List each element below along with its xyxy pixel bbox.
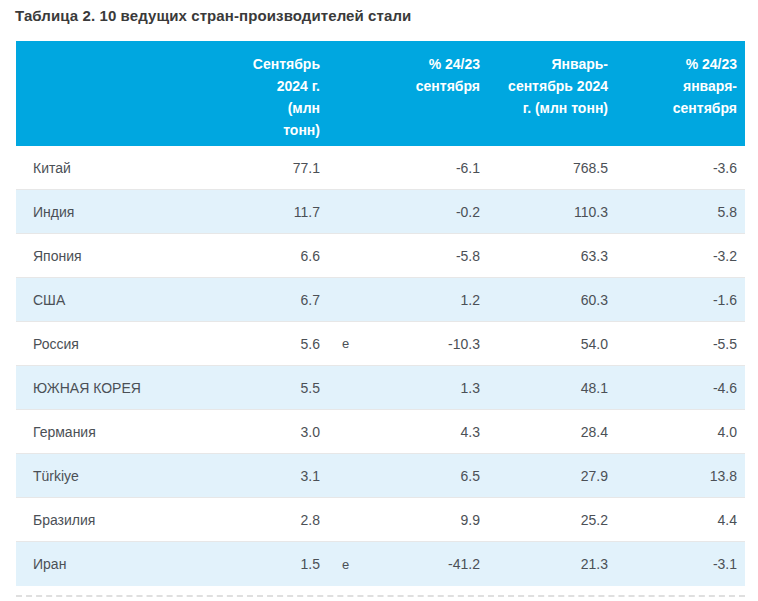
pct-jan-sept-value: 4.0 [616,424,745,440]
header-line: тонн) [250,119,320,141]
pct-sept-value: -5.8 [363,248,488,264]
country-cell: Япония [16,248,250,264]
pct-jan-sept-value: -3.2 [616,248,745,264]
row-japan: Япония 6.6 -5.8 63.3 -3.2 [16,234,745,278]
steel-producers-table: Сентябрь 2024 г. (млн тонн) % 24/23 сент… [16,41,745,586]
table-body: Китай 77.1 -6.1 768.5 -3.6 Индия 11.7 -0… [16,146,745,586]
country-cell: Индия [16,204,250,220]
header-line: сентября [363,75,480,97]
pct-jan-sept-value: 5.8 [616,204,745,220]
sept-value: 6.7 [250,292,328,308]
pct-sept-value: 4.3 [363,424,488,440]
country-cell: Германия [16,424,250,440]
header-line: января- [616,75,737,97]
header-jan-sept: Январь- сентябрь 2024 г. (млн тонн) [488,53,616,119]
country-cell: Россия [16,336,250,352]
jan-sept-value: 768.5 [488,160,616,176]
jan-sept-value: 25.2 [488,512,616,528]
jan-sept-value: 63.3 [488,248,616,264]
pct-sept-value: 1.2 [363,292,488,308]
header-sept-2024: Сентябрь 2024 г. (млн тонн) [250,53,328,141]
country-cell: Бразилия [16,512,250,528]
country-cell: США [16,292,250,308]
header-line: % 24/23 [363,53,480,75]
country-cell: Иран [16,556,250,572]
estimate-mark: е [328,557,363,572]
pct-sept-value: 1.3 [363,380,488,396]
pct-sept-value: -0.2 [363,204,488,220]
jan-sept-value: 110.3 [488,204,616,220]
jan-sept-value: 60.3 [488,292,616,308]
report-page: Таблица 2. 10 ведущих стран-производител… [0,0,758,601]
pct-jan-sept-value: -4.6 [616,380,745,396]
sept-value: 3.0 [250,424,328,440]
header-pct-jan-sept: % 24/23 января- сентября [616,53,745,119]
pct-sept-value: -6.1 [363,160,488,176]
jan-sept-value: 28.4 [488,424,616,440]
sept-value: 6.6 [250,248,328,264]
pct-jan-sept-value: 4.4 [616,512,745,528]
pct-sept-value: 9.9 [363,512,488,528]
row-usa: США 6.7 1.2 60.3 -1.6 [16,278,745,322]
pct-sept-value: 6.5 [363,468,488,484]
header-line: Сентябрь [250,53,320,75]
header-line: % 24/23 [616,53,737,75]
header-line: Январь- [488,53,608,75]
pct-jan-sept-value: -5.5 [616,336,745,352]
pct-jan-sept-value: -3.1 [616,556,745,572]
header-line: сентябрь 2024 [488,75,608,97]
sept-value: 2.8 [250,512,328,528]
country-cell: Türkiye [16,468,250,484]
header-pct-sept: % 24/23 сентября [363,53,488,97]
row-iran: Иран 1.5 е -41.2 21.3 -3.1 [16,542,745,586]
pct-sept-value: -10.3 [363,336,488,352]
header-line: г. (млн тонн) [488,97,608,119]
jan-sept-value: 27.9 [488,468,616,484]
header-line: (млн [250,97,320,119]
sept-value: 77.1 [250,160,328,176]
header-line: 2024 г. [250,75,320,97]
sept-value: 5.6 [250,336,328,352]
estimate-mark: е [328,336,363,351]
pct-sept-value: -41.2 [363,556,488,572]
bottom-divider [16,595,745,597]
row-india: Индия 11.7 -0.2 110.3 5.8 [16,190,745,234]
pct-jan-sept-value: -1.6 [616,292,745,308]
country-cell: ЮЖНАЯ КОРЕЯ [16,380,250,396]
header-line: сентября [616,97,737,119]
row-china: Китай 77.1 -6.1 768.5 -3.6 [16,146,745,190]
jan-sept-value: 21.3 [488,556,616,572]
row-russia: Россия 5.6 е -10.3 54.0 -5.5 [16,322,745,366]
sept-value: 5.5 [250,380,328,396]
country-cell: Китай [16,160,250,176]
row-turkiye: Türkiye 3.1 6.5 27.9 13.8 [16,454,745,498]
pct-jan-sept-value: -3.6 [616,160,745,176]
sept-value: 1.5 [250,556,328,572]
jan-sept-value: 54.0 [488,336,616,352]
table-header-row: Сентябрь 2024 г. (млн тонн) % 24/23 сент… [16,41,745,146]
jan-sept-value: 48.1 [488,380,616,396]
sept-value: 11.7 [250,204,328,220]
table-title: Таблица 2. 10 ведущих стран-производител… [15,7,411,24]
row-brazil: Бразилия 2.8 9.9 25.2 4.4 [16,498,745,542]
row-south-korea: ЮЖНАЯ КОРЕЯ 5.5 1.3 48.1 -4.6 [16,366,745,410]
row-germany: Германия 3.0 4.3 28.4 4.0 [16,410,745,454]
pct-jan-sept-value: 13.8 [616,468,745,484]
sept-value: 3.1 [250,468,328,484]
